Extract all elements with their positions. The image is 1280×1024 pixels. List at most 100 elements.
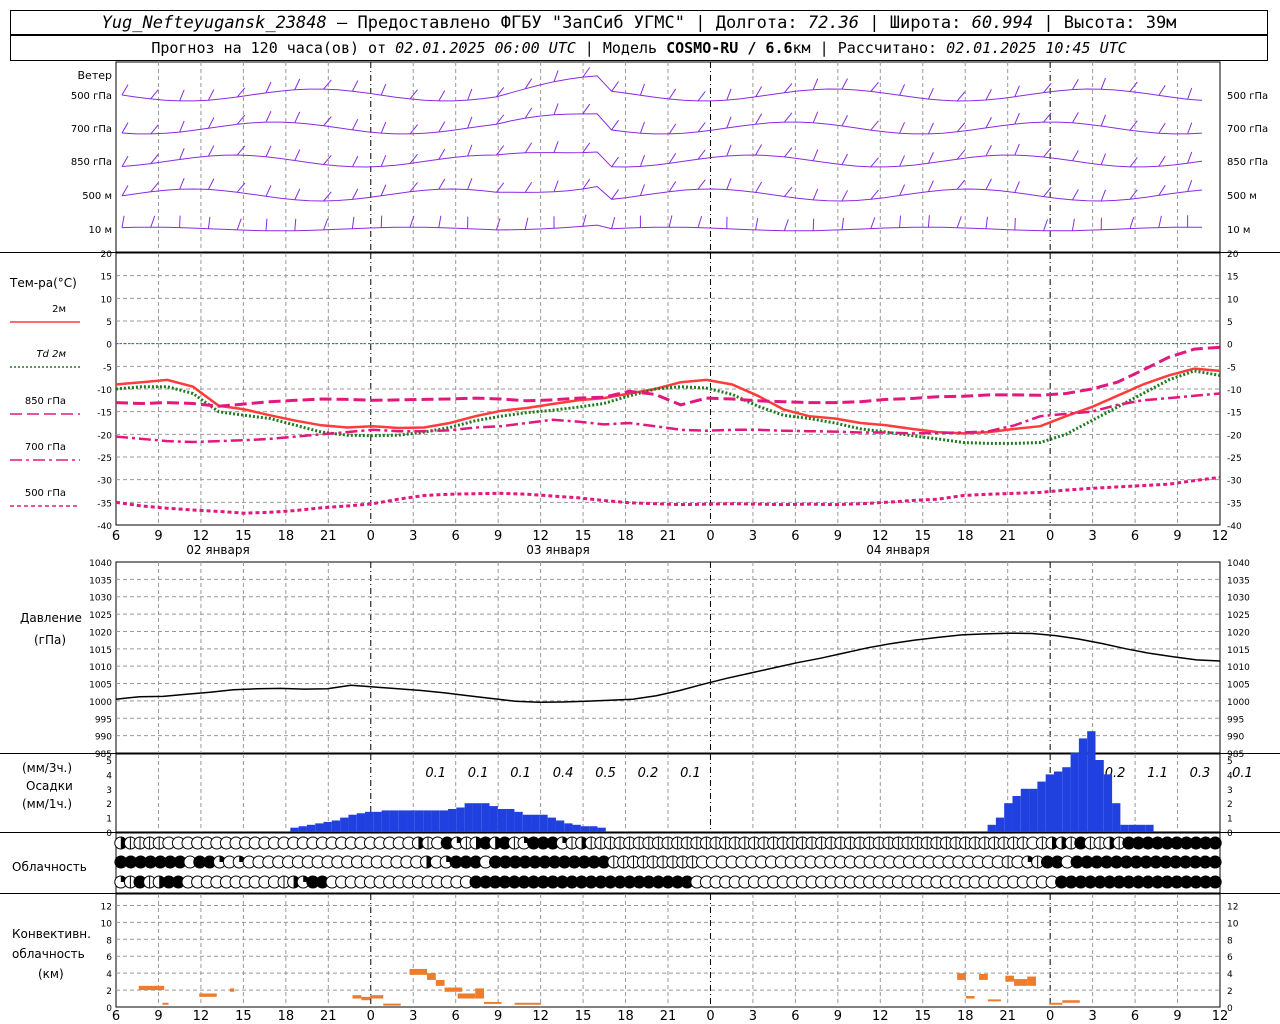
- pressure-tick-left: 1010: [89, 663, 112, 673]
- wind-barb: [1043, 186, 1052, 197]
- precip-bar: [365, 811, 374, 832]
- precip-bar: [547, 817, 556, 832]
- wind-barb: [611, 119, 619, 131]
- wind-barb: [179, 89, 185, 102]
- wind-barb: [496, 182, 505, 193]
- wind-barb: [409, 153, 418, 164]
- temp-tick-left: 5: [106, 318, 112, 328]
- precip-bar: [1095, 760, 1104, 832]
- wind-barb: [899, 84, 906, 96]
- temp-tick-left: -35: [97, 499, 112, 509]
- wind-barb: [899, 155, 906, 167]
- precip-total-label: 0.1: [425, 766, 446, 781]
- wind-barb: [294, 188, 301, 200]
- precip-bar: [1112, 803, 1121, 832]
- precip-total-label: 0.4: [553, 766, 574, 781]
- wind-barb: [582, 67, 591, 78]
- conv-cloud-bar: [199, 993, 217, 997]
- wind-barb: [726, 144, 732, 157]
- precip-total-label: 0.5: [595, 766, 616, 781]
- pressure-tick-left: 1005: [89, 681, 112, 691]
- pressure-title: Давление: [20, 611, 82, 625]
- hour-label-temp: 18: [957, 529, 974, 544]
- precip-total-label: 0.1: [680, 766, 701, 781]
- precip-bar: [597, 827, 606, 832]
- cloud-symbol: [757, 836, 771, 850]
- hour-label-temp: 15: [575, 529, 592, 544]
- wind-barb: [985, 89, 992, 101]
- wind-barb: [870, 189, 879, 200]
- wind-level-left: 700 гПа: [71, 124, 112, 135]
- temp-tick-right: 0: [1227, 341, 1233, 351]
- temp-tick-left: -20: [97, 431, 112, 441]
- wind-barb: [1100, 153, 1106, 165]
- forecast-start: 02.01.2025 06:00 UTC: [395, 39, 576, 57]
- wind-barb: [207, 178, 215, 190]
- precip-bar: [431, 810, 440, 832]
- wind-barb: [496, 114, 505, 125]
- hour-label-bottom: 21: [660, 1009, 677, 1024]
- precip-tick-left: 2: [106, 800, 112, 810]
- wind-barb: [639, 83, 645, 96]
- wind-barb: [783, 219, 789, 231]
- hour-label-bottom: 9: [154, 1009, 162, 1024]
- conv-subtitle: облачность: [12, 947, 85, 961]
- wind-barb: [1014, 217, 1016, 230]
- precip-bar: [389, 810, 399, 832]
- precip-bar: [448, 808, 457, 832]
- wind-level-left: 10 м: [89, 225, 112, 236]
- pressure-tick-right: 1020: [1227, 628, 1250, 638]
- wind-barb: [1100, 189, 1106, 202]
- conv-cloud-bar: [162, 1002, 169, 1005]
- pressure-tick-right: 990: [1227, 733, 1244, 743]
- wind-barb: [1043, 112, 1052, 123]
- precip-bar: [348, 814, 357, 832]
- wind-barb: [812, 111, 819, 123]
- precip-tick-right: 5: [1227, 757, 1233, 767]
- cloud-symbol: [507, 836, 521, 850]
- cloud-symbol: [690, 836, 704, 850]
- wind-barb: [697, 122, 706, 133]
- precip-tick-right: 2: [1227, 800, 1233, 810]
- wind-barb: [784, 186, 793, 197]
- day-label: 03 января: [526, 543, 589, 557]
- pressure-tick-left: 995: [95, 715, 112, 725]
- wind-barb: [870, 81, 879, 92]
- wind-barb: [1043, 219, 1049, 231]
- temp-tick-right: -15: [1227, 409, 1242, 419]
- conv-cloud-bar: [987, 999, 1001, 1002]
- wind-barb: [467, 116, 473, 129]
- wind-barb: [812, 149, 819, 161]
- precip-bar: [580, 826, 590, 832]
- precip-bar: [506, 808, 515, 832]
- wind-barb: [611, 189, 619, 200]
- conv-cloud-bar: [475, 988, 484, 999]
- temp-legend-label: 700 гПа: [25, 442, 66, 453]
- hour-label-temp: 9: [1173, 529, 1181, 544]
- wind-barb: [784, 83, 793, 94]
- wind-barb: [985, 117, 992, 129]
- wind-barb: [1158, 85, 1166, 96]
- cloud-symbol: [617, 855, 631, 869]
- wind-barb-line: [121, 113, 1203, 135]
- wind-barb: [351, 80, 359, 92]
- wind-barb: [438, 148, 446, 160]
- pressure-tick-left: 990: [95, 733, 112, 743]
- wind-barb: [236, 182, 246, 193]
- wind-barb: [841, 153, 848, 165]
- precip-bar: [481, 803, 490, 832]
- precip-bar: [472, 803, 482, 832]
- wind-barb: [726, 116, 732, 129]
- temp-title: Тем-ра(°C): [9, 276, 77, 290]
- temp-tick-left: -40: [97, 522, 112, 532]
- wind-barb: [1129, 217, 1135, 229]
- precip-bar: [306, 824, 316, 832]
- precip-tick-left: 3: [106, 786, 112, 796]
- conv-cloud-bar: [979, 974, 988, 980]
- precip-bar: [1062, 767, 1071, 832]
- precip-bar: [531, 814, 540, 832]
- precip-total-label: 0.1: [468, 766, 489, 781]
- wind-barb: [1158, 215, 1162, 228]
- wind-barbs: [121, 67, 1203, 232]
- hour-label-temp: 6: [452, 529, 460, 544]
